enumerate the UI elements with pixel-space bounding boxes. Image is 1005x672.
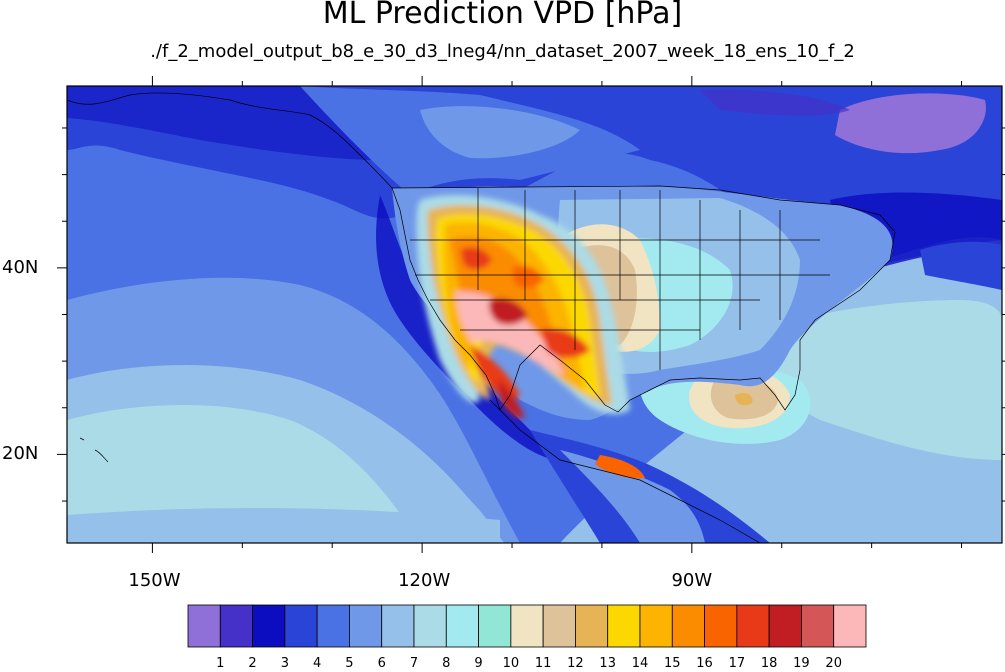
lat-tick-label: 40N: [2, 256, 39, 278]
colorbar-swatch: [671, 604, 705, 648]
lon-tick-label: 120W: [398, 570, 451, 591]
colorbar-label: 16: [696, 656, 713, 671]
chart-subtitle: ./f_2_model_output_b8_e_30_d3_lneg4/nn_d…: [150, 41, 855, 62]
colorbar-swatch: [349, 604, 383, 648]
colorbar-label: 17: [728, 656, 746, 671]
colorbar-label: 12: [567, 656, 584, 671]
colorbar-swatch: [768, 604, 802, 648]
colorbar-label: 1: [216, 656, 225, 671]
colorbar-label: 5: [345, 656, 354, 671]
colorbar-swatch: [639, 604, 673, 648]
colorbar-label: 7: [409, 656, 419, 671]
colorbar-label: 11: [534, 656, 552, 671]
colorbar-swatch: [704, 604, 738, 648]
colorbar-label: 15: [664, 656, 681, 671]
colorbar-swatch: [801, 604, 835, 648]
colorbar-swatch: [575, 604, 609, 648]
colorbar-swatch: [413, 604, 447, 648]
colorbar-label: 2: [248, 656, 257, 671]
colorbar-swatch: [316, 604, 350, 648]
colorbar-label: 20: [825, 656, 842, 671]
colorbar-swatch: [542, 604, 576, 648]
colorbar-swatch: [219, 604, 253, 648]
colorbar-label: 13: [599, 656, 616, 671]
colorbar-swatch: [187, 604, 221, 648]
colorbar-label: 10: [502, 656, 520, 671]
colorbar-swatch: [252, 604, 286, 648]
colorbar-label: 3: [280, 656, 289, 671]
colorbar-swatch: [381, 604, 415, 648]
colorbar-label: 9: [474, 656, 483, 671]
lon-tick-label: 90W: [671, 570, 713, 591]
tick-layer: [57, 76, 1005, 553]
colorbar-swatch: [607, 604, 641, 648]
colorbar-label: 19: [793, 656, 810, 671]
lat-tick-label: 20N: [2, 443, 39, 465]
colorbar-swatch: [284, 604, 318, 648]
chart-title: ML Prediction VPD [hPa]: [322, 0, 683, 31]
colorbar-label: 4: [313, 656, 322, 671]
colorbar-swatch: [445, 604, 479, 648]
colorbar-label: 8: [442, 656, 451, 671]
lon-tick-label: 150W: [128, 570, 181, 591]
colorbar-label: 14: [631, 656, 649, 671]
colorbar-swatch: [833, 604, 867, 648]
colorbar-label: 6: [377, 656, 386, 671]
colorbar-label: 18: [760, 656, 778, 671]
colorbar-swatch: [510, 604, 544, 648]
field-layer: [67, 86, 1002, 543]
colorbar-swatch: [478, 604, 512, 648]
boundary-layer: [67, 92, 896, 543]
colorbar-swatch: [736, 604, 770, 648]
